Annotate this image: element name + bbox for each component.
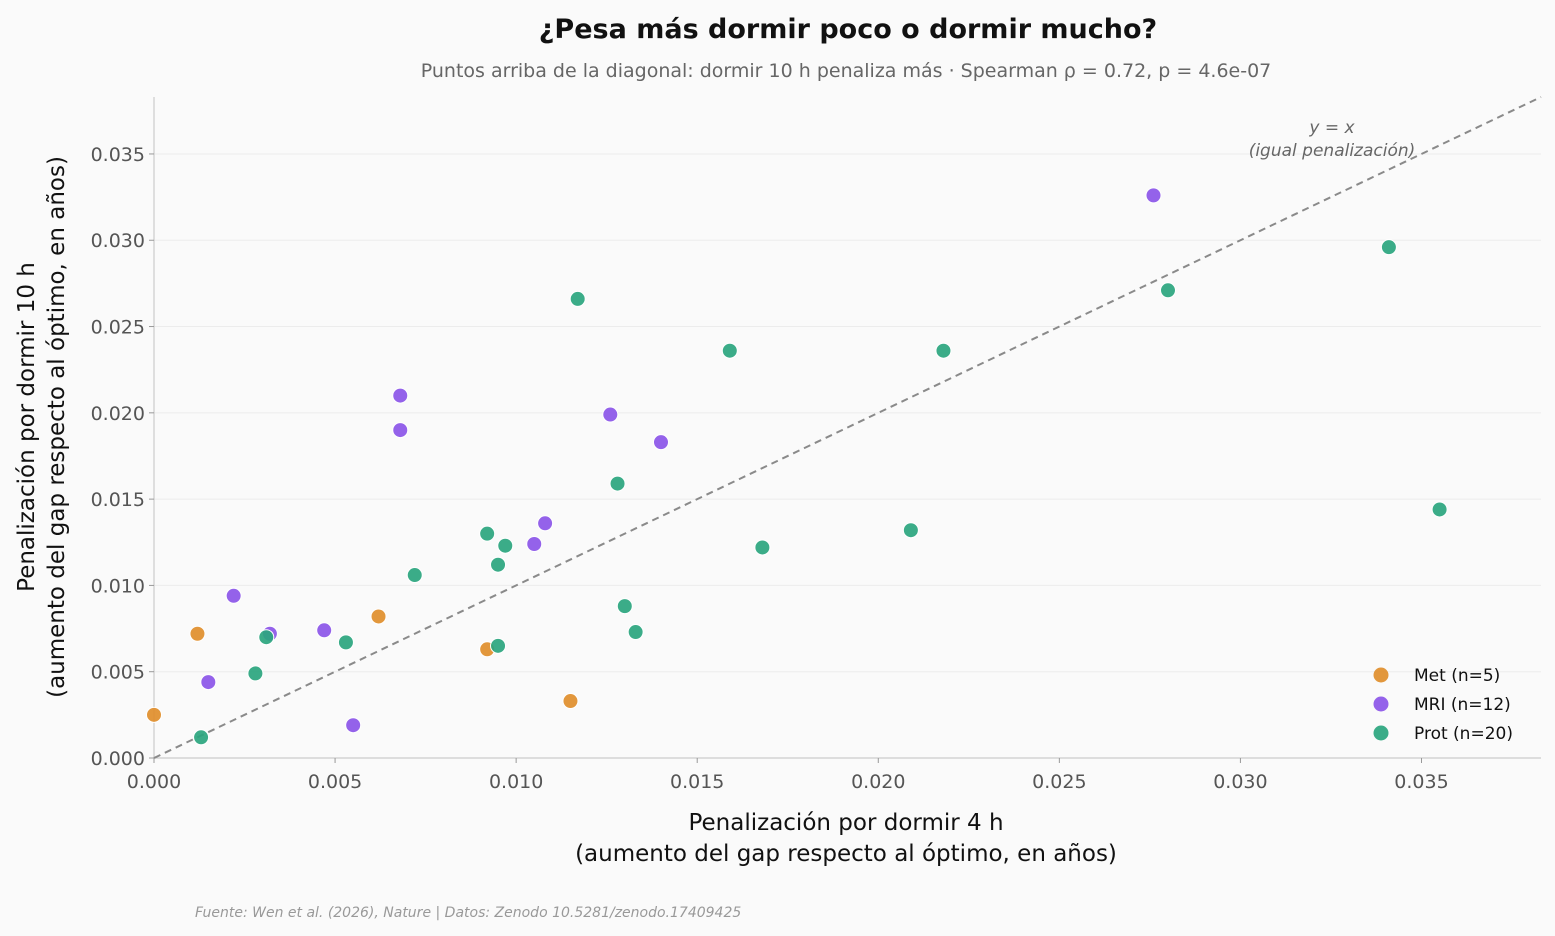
- diagonal-label-line-2: (igual penalización): [1249, 141, 1416, 161]
- x-tick-label: 0.020: [851, 771, 905, 793]
- point-prot: [721, 342, 738, 359]
- chart-subtitle: Puntos arriba de la diagonal: dormir 10 …: [421, 60, 1272, 82]
- point-prot: [1159, 282, 1176, 299]
- point-prot: [902, 522, 919, 539]
- point-met: [562, 693, 579, 710]
- point-prot: [935, 342, 952, 359]
- x-axis-label-line-2: (aumento del gap respecto al óptimo, en …: [575, 841, 1117, 867]
- source-note: Fuente: Wen et al. (2026), Nature | Dato…: [195, 905, 741, 921]
- point-mri: [537, 515, 554, 532]
- axes: [153, 97, 1541, 759]
- identity-line: [153, 96, 1542, 759]
- point-mri: [392, 387, 409, 404]
- point-mri: [1145, 187, 1162, 204]
- x-tick-label: 0.035: [1394, 771, 1448, 793]
- x-axis-label-line-1: Penalización por dormir 4 h: [688, 810, 1003, 836]
- diagonal-label-line-1: y = x: [1308, 118, 1355, 138]
- x-tick-label: 0.000: [127, 771, 181, 793]
- point-mri: [652, 434, 669, 451]
- point-prot: [479, 525, 496, 542]
- point-prot: [406, 567, 423, 584]
- identity-line-group: [153, 96, 1542, 759]
- point-mri: [345, 717, 362, 734]
- point-mri: [225, 587, 242, 604]
- y-tick-label: 0.035: [91, 144, 145, 166]
- point-mri: [316, 622, 333, 639]
- x-tick-label: 0.025: [1032, 771, 1086, 793]
- point-prot: [627, 624, 644, 641]
- grid-lines: [154, 153, 1541, 673]
- legend-marker: [1373, 696, 1389, 712]
- point-prot: [193, 729, 210, 746]
- point-prot: [490, 556, 507, 573]
- legend-marker: [1373, 667, 1389, 683]
- data-points: [146, 187, 1448, 746]
- x-tick-label: 0.015: [670, 771, 724, 793]
- legend-label: Prot (n=20): [1414, 724, 1513, 744]
- point-met: [146, 706, 162, 723]
- y-tick-label: 0.015: [91, 489, 145, 511]
- x-tick-label: 0.005: [308, 771, 362, 793]
- y-tick-label: 0.005: [91, 662, 145, 684]
- y-tick-label: 0.025: [91, 317, 145, 339]
- x-tick-label: 0.030: [1213, 771, 1267, 793]
- point-mri: [526, 535, 543, 552]
- tick-labels: 0.000 0.005 0.010 0.015 0.020 0.025 0.030 0.035…: [91, 144, 1449, 793]
- legend-label: MRI (n=12): [1414, 695, 1511, 715]
- y-tick-label: 0.000: [91, 748, 145, 770]
- point-mri: [602, 406, 619, 423]
- point-mri: [200, 674, 217, 691]
- y-tick-label: 0.020: [91, 403, 145, 425]
- y-tick-label: 0.030: [91, 230, 145, 252]
- point-met: [189, 625, 206, 642]
- y-axis-label-line-1: Penalización por dormir 10 h: [14, 262, 40, 592]
- legend: Met (n=5) MRI (n=12) Prot (n=20): [1373, 666, 1513, 744]
- x-tick-label: 0.010: [489, 771, 543, 793]
- point-prot: [616, 598, 633, 615]
- legend-marker: [1373, 725, 1389, 741]
- point-met: [370, 608, 387, 625]
- point-prot: [490, 637, 507, 654]
- point-prot: [609, 475, 626, 492]
- point-prot: [258, 629, 275, 646]
- point-prot: [1380, 239, 1397, 256]
- point-prot: [337, 634, 354, 651]
- point-prot: [497, 537, 514, 554]
- point-prot: [247, 665, 264, 682]
- point-prot: [754, 539, 771, 556]
- point-mri: [392, 422, 409, 439]
- legend-label: Met (n=5): [1414, 666, 1500, 686]
- chart-title: ¿Pesa más dormir poco o dormir mucho?: [539, 14, 1157, 45]
- point-prot: [569, 290, 586, 307]
- point-prot: [1431, 501, 1448, 518]
- y-tick-label: 0.010: [91, 575, 145, 597]
- y-axis-label-line-2: (aumento del gap respecto al óptimo, en …: [44, 156, 70, 698]
